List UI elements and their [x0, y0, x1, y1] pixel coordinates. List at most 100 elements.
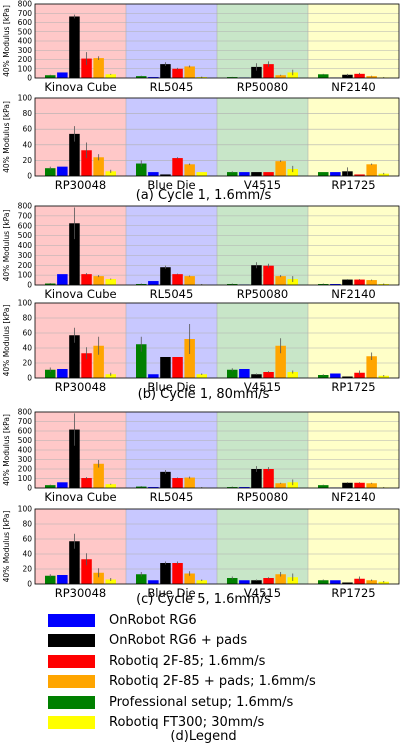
- bar: [57, 482, 68, 488]
- y-tick-label: 500: [18, 231, 33, 240]
- bar: [227, 578, 238, 584]
- bar: [318, 580, 329, 584]
- y-tick-label: 700: [18, 9, 33, 18]
- bar: [172, 357, 183, 378]
- bar: [366, 76, 377, 78]
- legend-label: Robotiq FT300; 30mm/s: [109, 715, 265, 731]
- group-label: RP30048: [55, 586, 107, 600]
- legend-label: OnRobot RG6 + pads: [109, 633, 248, 649]
- bar: [342, 279, 353, 285]
- y-axis-label: 40% Modulus [kPa]: [2, 305, 11, 377]
- bar: [57, 369, 68, 378]
- group-label: Blue Die: [147, 586, 195, 600]
- bar: [227, 77, 238, 78]
- bar: [105, 171, 116, 176]
- bar: [160, 471, 171, 488]
- bar: [136, 344, 147, 378]
- group-background: [126, 509, 217, 584]
- bar: [275, 574, 286, 584]
- bar: [354, 174, 365, 176]
- y-axis-label: 40% Modulus [kPa]: [2, 5, 11, 77]
- y-tick-label: 200: [18, 465, 33, 474]
- group-label: RP50080: [237, 490, 289, 504]
- y-tick-label: 80: [22, 109, 32, 118]
- bar: [366, 356, 377, 378]
- bar: [81, 559, 92, 584]
- group-background: [217, 303, 308, 378]
- y-tick-label: 200: [18, 55, 33, 64]
- legend-swatch: [48, 634, 95, 648]
- group-label: RL5045: [150, 287, 194, 301]
- bar: [196, 374, 207, 378]
- bar: [136, 574, 147, 584]
- y-tick-label: 60: [22, 125, 32, 134]
- group-label: V4515: [244, 586, 281, 600]
- bar: [57, 72, 68, 78]
- y-tick-label: 0: [27, 281, 32, 290]
- bar: [330, 172, 341, 176]
- plot-frame: [34, 97, 400, 177]
- group-label: RL5045: [150, 490, 194, 504]
- legend-label: OnRobot RG6: [109, 612, 197, 628]
- bar: [105, 74, 116, 78]
- bar: [275, 483, 286, 488]
- bar: [342, 482, 353, 488]
- bar: [184, 339, 195, 378]
- bar: [366, 483, 377, 488]
- y-tick-label: 100: [18, 94, 33, 103]
- bar: [136, 486, 147, 488]
- bar: [275, 345, 286, 378]
- y-tick-label: 800: [18, 0, 33, 9]
- group-label: NF2140: [331, 287, 375, 301]
- bar: [93, 157, 104, 176]
- legend-swatch: [48, 613, 95, 627]
- legend-entry-onrobot-rg6: OnRobot RG6: [48, 610, 316, 631]
- y-tick-label: 80: [22, 520, 32, 529]
- bar: [263, 372, 274, 378]
- y-tick-label: 40: [22, 550, 32, 559]
- bar: [330, 580, 341, 584]
- group-label: RP1725: [331, 586, 375, 600]
- bar: [69, 133, 80, 176]
- plot-frame: [34, 205, 400, 286]
- y-tick-label: 100: [18, 64, 33, 73]
- bar: [148, 374, 159, 378]
- bar: [318, 485, 329, 488]
- group-background: [308, 98, 399, 176]
- y-axis-label: 40% Modulus [kPa]: [2, 511, 11, 583]
- group-label: Kinova Cube: [44, 287, 116, 301]
- bar: [275, 276, 286, 285]
- bar: [354, 482, 365, 488]
- bar: [45, 283, 56, 285]
- bar: [160, 563, 171, 584]
- y-tick-label: 100: [18, 271, 33, 280]
- bar: [227, 369, 238, 378]
- group-label: RP30048: [55, 380, 107, 394]
- group-label: V4515: [244, 380, 281, 394]
- y-tick-label: 600: [18, 427, 33, 436]
- bar: [239, 580, 250, 584]
- y-tick-label: 200: [18, 261, 33, 270]
- bar: [263, 469, 274, 488]
- bar: [318, 172, 329, 176]
- group-label: RP50080: [237, 80, 289, 94]
- bar: [196, 580, 207, 584]
- legend-swatch: [48, 716, 95, 730]
- legend-label: Robotiq 2F-85 + pads; 1.6mm/s: [109, 674, 316, 690]
- bar: [93, 572, 104, 584]
- bar: [342, 582, 353, 584]
- bar: [196, 172, 207, 176]
- legend-swatch: [48, 654, 95, 668]
- bar: [172, 68, 183, 78]
- bar: [69, 429, 80, 488]
- bar: [105, 484, 116, 488]
- legend-label: Professional setup; 1.6mm/s: [109, 694, 294, 710]
- y-tick-label: 800: [18, 202, 33, 211]
- bar: [57, 274, 68, 285]
- legend-entry-robotiq-2f85: Robotiq 2F-85; 1.6mm/s: [48, 651, 316, 672]
- y-axis-label: 40% Modulus [kPa]: [2, 414, 11, 486]
- bar: [330, 284, 341, 285]
- bar: [57, 575, 68, 584]
- bar: [105, 279, 116, 285]
- legend-entry-onrobot-rg6-pads: OnRobot RG6 + pads: [48, 631, 316, 652]
